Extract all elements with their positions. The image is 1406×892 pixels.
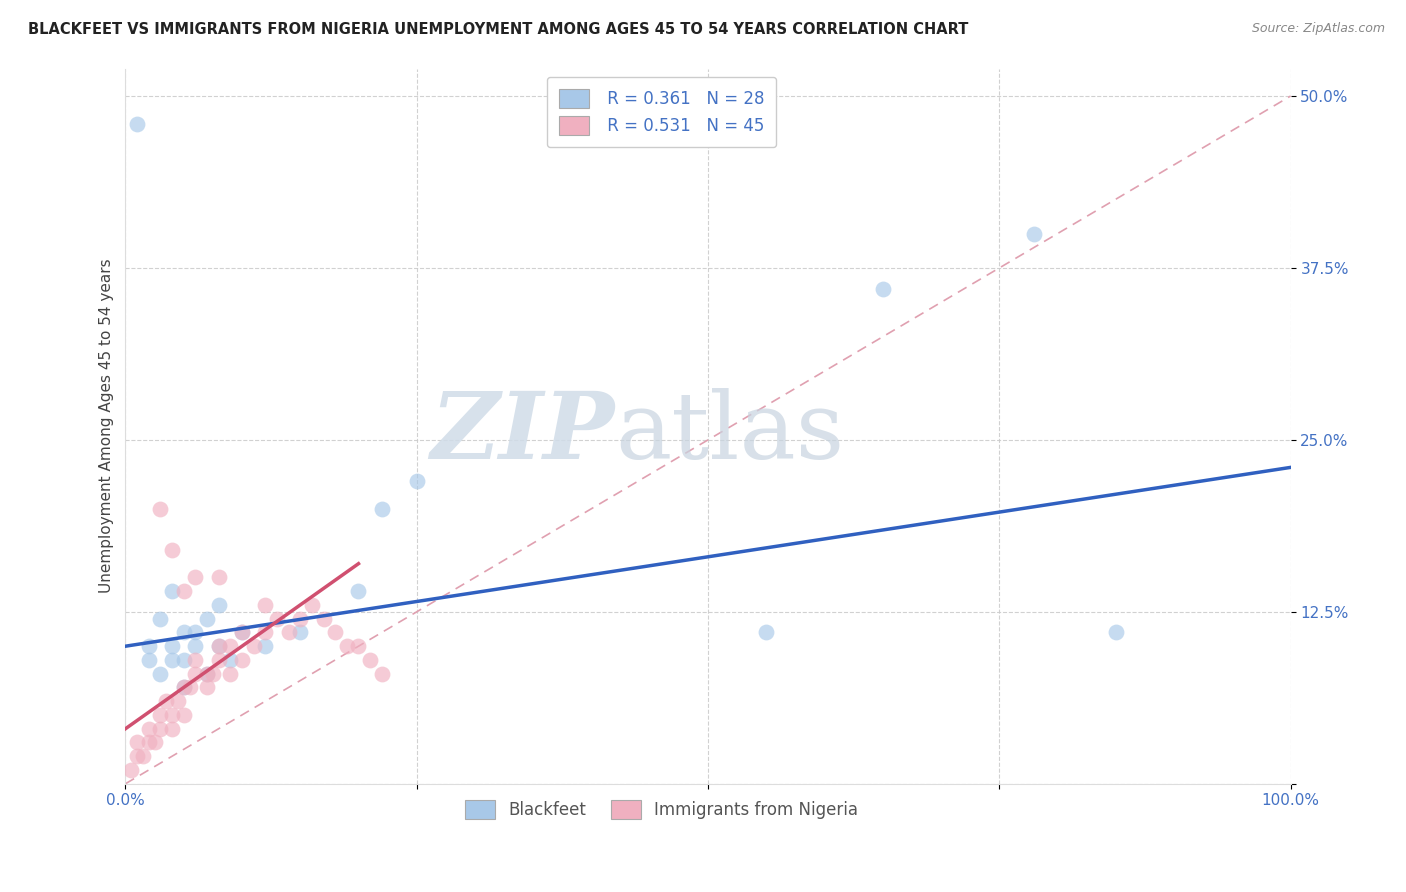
Point xyxy=(173,681,195,695)
Point xyxy=(312,612,335,626)
Point xyxy=(219,653,242,667)
Point xyxy=(160,542,183,557)
Point xyxy=(138,722,160,736)
Point xyxy=(371,501,394,516)
Point xyxy=(231,625,253,640)
Point xyxy=(195,666,218,681)
Point xyxy=(347,639,370,653)
Point xyxy=(405,474,427,488)
Point xyxy=(184,639,207,653)
Point xyxy=(184,570,207,584)
Point xyxy=(127,749,149,764)
Point xyxy=(266,612,288,626)
Point xyxy=(138,735,160,749)
Point xyxy=(160,639,183,653)
Point xyxy=(1024,227,1046,241)
Point xyxy=(132,749,155,764)
Point xyxy=(1105,625,1128,640)
Point xyxy=(155,694,177,708)
Point xyxy=(138,639,160,653)
Point xyxy=(277,625,299,640)
Point xyxy=(347,584,370,599)
Point xyxy=(755,625,778,640)
Point xyxy=(254,625,277,640)
Point xyxy=(195,666,218,681)
Point xyxy=(184,625,207,640)
Point xyxy=(173,584,195,599)
Point xyxy=(336,639,359,653)
Point xyxy=(219,639,242,653)
Point xyxy=(179,681,201,695)
Point xyxy=(173,708,195,723)
Point xyxy=(173,653,195,667)
Text: BLACKFEET VS IMMIGRANTS FROM NIGERIA UNEMPLOYMENT AMONG AGES 45 TO 54 YEARS CORR: BLACKFEET VS IMMIGRANTS FROM NIGERIA UNE… xyxy=(28,22,969,37)
Point xyxy=(290,612,312,626)
Point xyxy=(184,666,207,681)
Point xyxy=(208,598,231,612)
Point xyxy=(208,639,231,653)
Point xyxy=(219,666,242,681)
Y-axis label: Unemployment Among Ages 45 to 54 years: Unemployment Among Ages 45 to 54 years xyxy=(100,259,114,593)
Point xyxy=(195,612,218,626)
Point xyxy=(201,666,224,681)
Point xyxy=(231,625,253,640)
Point xyxy=(160,722,183,736)
Text: Source: ZipAtlas.com: Source: ZipAtlas.com xyxy=(1251,22,1385,36)
Point xyxy=(149,666,172,681)
Point xyxy=(208,653,231,667)
Point xyxy=(242,639,264,653)
Point xyxy=(301,598,323,612)
Point xyxy=(143,735,166,749)
Text: ZIP: ZIP xyxy=(430,388,614,478)
Point xyxy=(208,570,231,584)
Point xyxy=(120,763,142,777)
Point xyxy=(160,653,183,667)
Point xyxy=(254,598,277,612)
Legend: Blackfeet, Immigrants from Nigeria: Blackfeet, Immigrants from Nigeria xyxy=(458,793,865,825)
Point xyxy=(149,501,172,516)
Point xyxy=(184,653,207,667)
Point xyxy=(872,282,894,296)
Point xyxy=(173,625,195,640)
Point xyxy=(254,639,277,653)
Point xyxy=(167,694,190,708)
Point xyxy=(138,653,160,667)
Point xyxy=(371,666,394,681)
Point xyxy=(359,653,381,667)
Point xyxy=(208,639,231,653)
Point xyxy=(127,735,149,749)
Point xyxy=(149,722,172,736)
Point xyxy=(127,116,149,130)
Text: atlas: atlas xyxy=(614,388,844,478)
Point xyxy=(290,625,312,640)
Point xyxy=(231,653,253,667)
Point xyxy=(323,625,346,640)
Point xyxy=(173,681,195,695)
Point xyxy=(195,681,218,695)
Point xyxy=(149,708,172,723)
Point xyxy=(160,708,183,723)
Point xyxy=(149,612,172,626)
Point xyxy=(160,584,183,599)
